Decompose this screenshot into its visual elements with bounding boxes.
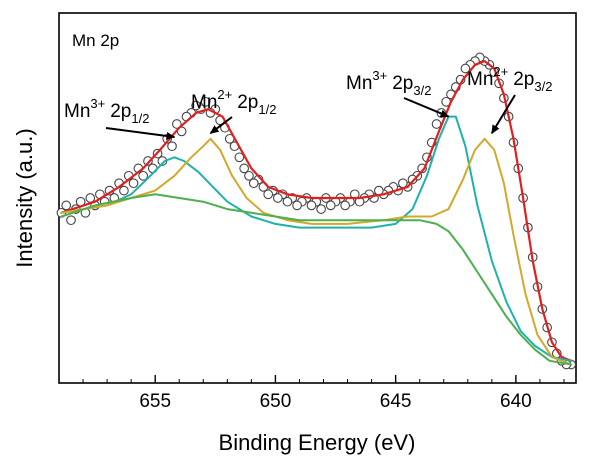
y-axis-title: Intensity (a.u.): [12, 128, 37, 267]
data-point: [66, 215, 76, 226]
data-point: [200, 96, 211, 107]
data-point: [191, 100, 201, 111]
data-point: [85, 193, 96, 203]
data-point: [325, 200, 336, 211]
annotation-mn2-2p12: Mn2+ 2p1/2: [191, 87, 276, 135]
data-point: [239, 163, 250, 174]
data-point: [138, 170, 149, 181]
data-point: [272, 193, 283, 203]
annotation-arrow: [403, 97, 450, 118]
data-point: [263, 189, 274, 200]
annotation-mn3-2p12: Mn3+ 2p1/2: [64, 96, 176, 140]
data-point: [119, 185, 129, 196]
x-tick-label: 650: [260, 391, 292, 412]
data-point: [128, 178, 139, 189]
data-point: [340, 200, 351, 211]
data-point: [316, 204, 326, 214]
peak-label: Mn3+ 2p1/2: [64, 96, 149, 126]
envelope-line: [60, 60, 573, 362]
data-point: [61, 200, 72, 211]
annotation-arrow: [209, 116, 233, 135]
x-tick-label: 645: [380, 391, 412, 412]
background-line: [60, 193, 573, 366]
annotation-mn2-2p32: Mn2+ 2p3/2: [467, 64, 552, 135]
data-point: [292, 200, 302, 211]
peak-label: Mn2+ 2p3/2: [467, 64, 552, 94]
data-point: [167, 141, 177, 152]
panel-label: Mn 2p: [72, 31, 119, 50]
x-tick-label: 655: [139, 391, 171, 412]
x-axis-ticks: 655 650 645 640: [58, 375, 565, 412]
data-point: [407, 174, 418, 185]
peak-label: Mn3+ 2p3/2: [346, 68, 431, 98]
data-point: [460, 63, 471, 74]
series-layer: [56, 52, 577, 370]
data-point: [143, 156, 153, 166]
mn2-line: [60, 137, 573, 366]
data-point: [282, 196, 293, 207]
annotation-mn3-2p32: Mn3+ 2p3/2: [346, 68, 450, 118]
data-point: [244, 170, 254, 181]
mn3-line: [60, 115, 573, 362]
annotation-arrow: [105, 127, 176, 140]
peak-label: Mn2+ 2p1/2: [191, 87, 276, 117]
x-tick-label: 640: [500, 391, 532, 412]
data-point: [171, 119, 182, 129]
data-point: [234, 152, 245, 163]
data-point: [248, 178, 259, 189]
peak-annotations: Mn3+ 2p1/2 Mn2+ 2p1/2 Mn3+ 2p3/2 Mn2+ 2p3/2: [64, 64, 552, 140]
data-point: [306, 200, 317, 211]
annotation-arrow: [490, 94, 516, 135]
x-axis-title: Binding Energy (eV): [219, 430, 416, 455]
